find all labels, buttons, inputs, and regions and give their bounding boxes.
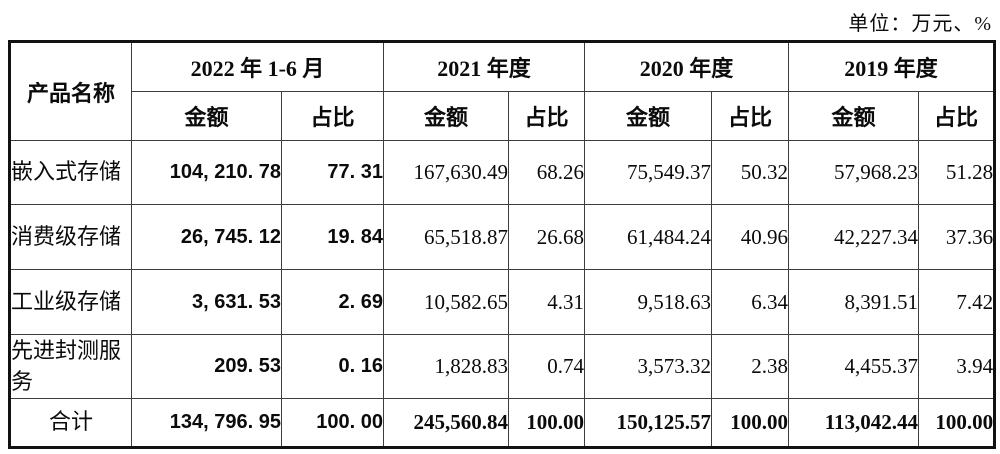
product-name-cell: 先进封测服务 <box>9 334 132 399</box>
table-row-advanced-packaging: 先进封测服务 209. 53 0. 16 1,828.83 0.74 3,573… <box>9 334 996 399</box>
ratio-cell: 37.36 <box>918 204 996 270</box>
ratio-cell: 7.42 <box>918 269 996 335</box>
amount-cell: 57,968.23 <box>788 140 920 205</box>
amount-cell: 113,042.44 <box>788 398 920 448</box>
ratio-cell: 100.00 <box>918 398 996 448</box>
amount-cell: 134, 796. 95 <box>131 398 282 448</box>
ratio-cell: 77. 31 <box>280 140 385 205</box>
ratio-cell: 50.32 <box>711 140 790 205</box>
ratio-cell: 6.34 <box>711 269 790 335</box>
amount-cell: 75,549.37 <box>584 140 713 205</box>
amount-cell: 245,560.84 <box>383 398 510 448</box>
col-header-product-name: 产品名称 <box>9 41 132 141</box>
amount-cell: 9,518.63 <box>584 269 713 335</box>
col-header-period-2019: 2019 年度 <box>788 41 996 92</box>
ratio-cell: 26.68 <box>508 204 586 270</box>
amount-cell: 26, 745. 12 <box>131 204 282 270</box>
amount-cell: 3,573.32 <box>584 334 713 399</box>
product-name-cell: 工业级存储 <box>9 269 132 335</box>
col-header-period-2022: 2022 年 1-6 月 <box>130 41 385 92</box>
ratio-cell: 2. 69 <box>280 269 385 335</box>
amount-cell: 3, 631. 53 <box>131 269 282 335</box>
ratio-cell: 51.28 <box>918 140 996 205</box>
amount-cell: 104, 210. 78 <box>131 140 282 205</box>
ratio-cell: 100.00 <box>711 398 790 448</box>
amount-cell: 167,630.49 <box>383 140 510 205</box>
col-header-amount-2020: 金额 <box>584 91 713 141</box>
col-header-period-2020: 2020 年度 <box>584 41 790 92</box>
table-row-total: 合计 134, 796. 95 100. 00 245,560.84 100.0… <box>9 398 996 448</box>
ratio-cell: 3.94 <box>918 334 996 399</box>
amount-cell: 150,125.57 <box>584 398 713 448</box>
header-row-measures: 金额 占比 金额 占比 金额 占比 金额 占比 <box>10 91 996 141</box>
unit-label: 单位：万元、% <box>848 13 992 35</box>
ratio-cell: 100. 00 <box>280 398 385 448</box>
col-header-period-2021: 2021 年度 <box>383 41 586 92</box>
amount-cell: 4,455.37 <box>788 334 920 399</box>
col-header-ratio-2022: 占比 <box>280 91 385 141</box>
product-revenue-table: 产品名称 2022 年 1-6 月 2021 年度 2020 年度 2019 年… <box>8 40 997 449</box>
amount-cell: 1,828.83 <box>383 334 510 399</box>
table-row-embedded-storage: 嵌入式存储 104, 210. 78 77. 31 167,630.49 68.… <box>9 140 996 205</box>
amount-cell: 65,518.87 <box>383 204 510 270</box>
table-row-industrial-storage: 工业级存储 3, 631. 53 2. 69 10,582.65 4.31 9,… <box>9 269 996 335</box>
ratio-cell: 0. 16 <box>280 334 385 399</box>
table-row-consumer-storage: 消费级存储 26, 745. 12 19. 84 65,518.87 26.68… <box>9 204 996 270</box>
amount-cell: 61,484.24 <box>584 204 713 270</box>
amount-cell: 8,391.51 <box>788 269 920 335</box>
product-name-cell: 嵌入式存储 <box>9 140 132 205</box>
ratio-cell: 19. 84 <box>280 204 385 270</box>
total-label-cell: 合计 <box>9 398 132 448</box>
ratio-cell: 40.96 <box>711 204 790 270</box>
col-header-ratio-2020: 占比 <box>711 91 790 141</box>
ratio-cell: 100.00 <box>508 398 586 448</box>
header-row-periods: 产品名称 2022 年 1-6 月 2021 年度 2020 年度 2019 年… <box>9 41 996 141</box>
col-header-amount-2021: 金额 <box>383 91 510 141</box>
ratio-cell: 2.38 <box>711 334 790 399</box>
col-header-ratio-2021: 占比 <box>508 91 586 141</box>
col-header-amount-2022: 金额 <box>131 91 282 141</box>
product-name-cell: 消费级存储 <box>9 204 132 270</box>
ratio-cell: 0.74 <box>508 334 586 399</box>
amount-cell: 42,227.34 <box>788 204 920 270</box>
amount-cell: 10,582.65 <box>383 269 510 335</box>
ratio-cell: 4.31 <box>508 269 586 335</box>
amount-cell: 209. 53 <box>131 334 282 399</box>
ratio-cell: 68.26 <box>508 140 586 205</box>
col-header-ratio-2019: 占比 <box>918 91 996 141</box>
col-header-amount-2019: 金额 <box>788 91 920 141</box>
